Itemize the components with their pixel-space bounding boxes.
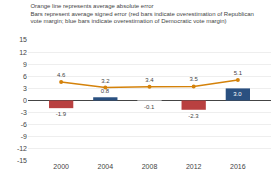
svg-text:6: 6 [23,73,27,80]
svg-text:-6: -6 [21,121,27,128]
svg-text:4.6: 4.6 [57,72,66,78]
svg-text:3.4: 3.4 [145,77,154,83]
svg-text:0: 0 [23,97,27,104]
svg-text:-0.1: -0.1 [144,104,155,110]
svg-text:5.1: 5.1 [234,70,243,76]
svg-text:Orange line represents average: Orange line represents average absolute … [30,3,253,25]
svg-text:-9: -9 [21,133,27,140]
svg-text:0.8: 0.8 [101,88,110,94]
svg-text:2012: 2012 [186,163,202,170]
svg-text:2000: 2000 [53,163,69,170]
svg-text:15: 15 [19,36,27,43]
svg-text:3.2: 3.2 [101,78,110,84]
svg-text:9: 9 [23,61,27,68]
svg-text:-15: -15 [17,157,27,164]
svg-text:2004: 2004 [98,163,114,170]
svg-text:-12: -12 [17,145,27,152]
svg-text:3.5: 3.5 [190,76,199,82]
svg-text:-2.3: -2.3 [188,113,199,119]
svg-text:3: 3 [23,85,27,92]
svg-text:12: 12 [19,49,27,56]
svg-text:2016: 2016 [230,163,246,170]
svg-text:3.0: 3.0 [233,91,242,97]
svg-text:2008: 2008 [142,163,158,170]
svg-text:-1.9: -1.9 [56,111,67,117]
svg-text:-3: -3 [21,109,27,116]
